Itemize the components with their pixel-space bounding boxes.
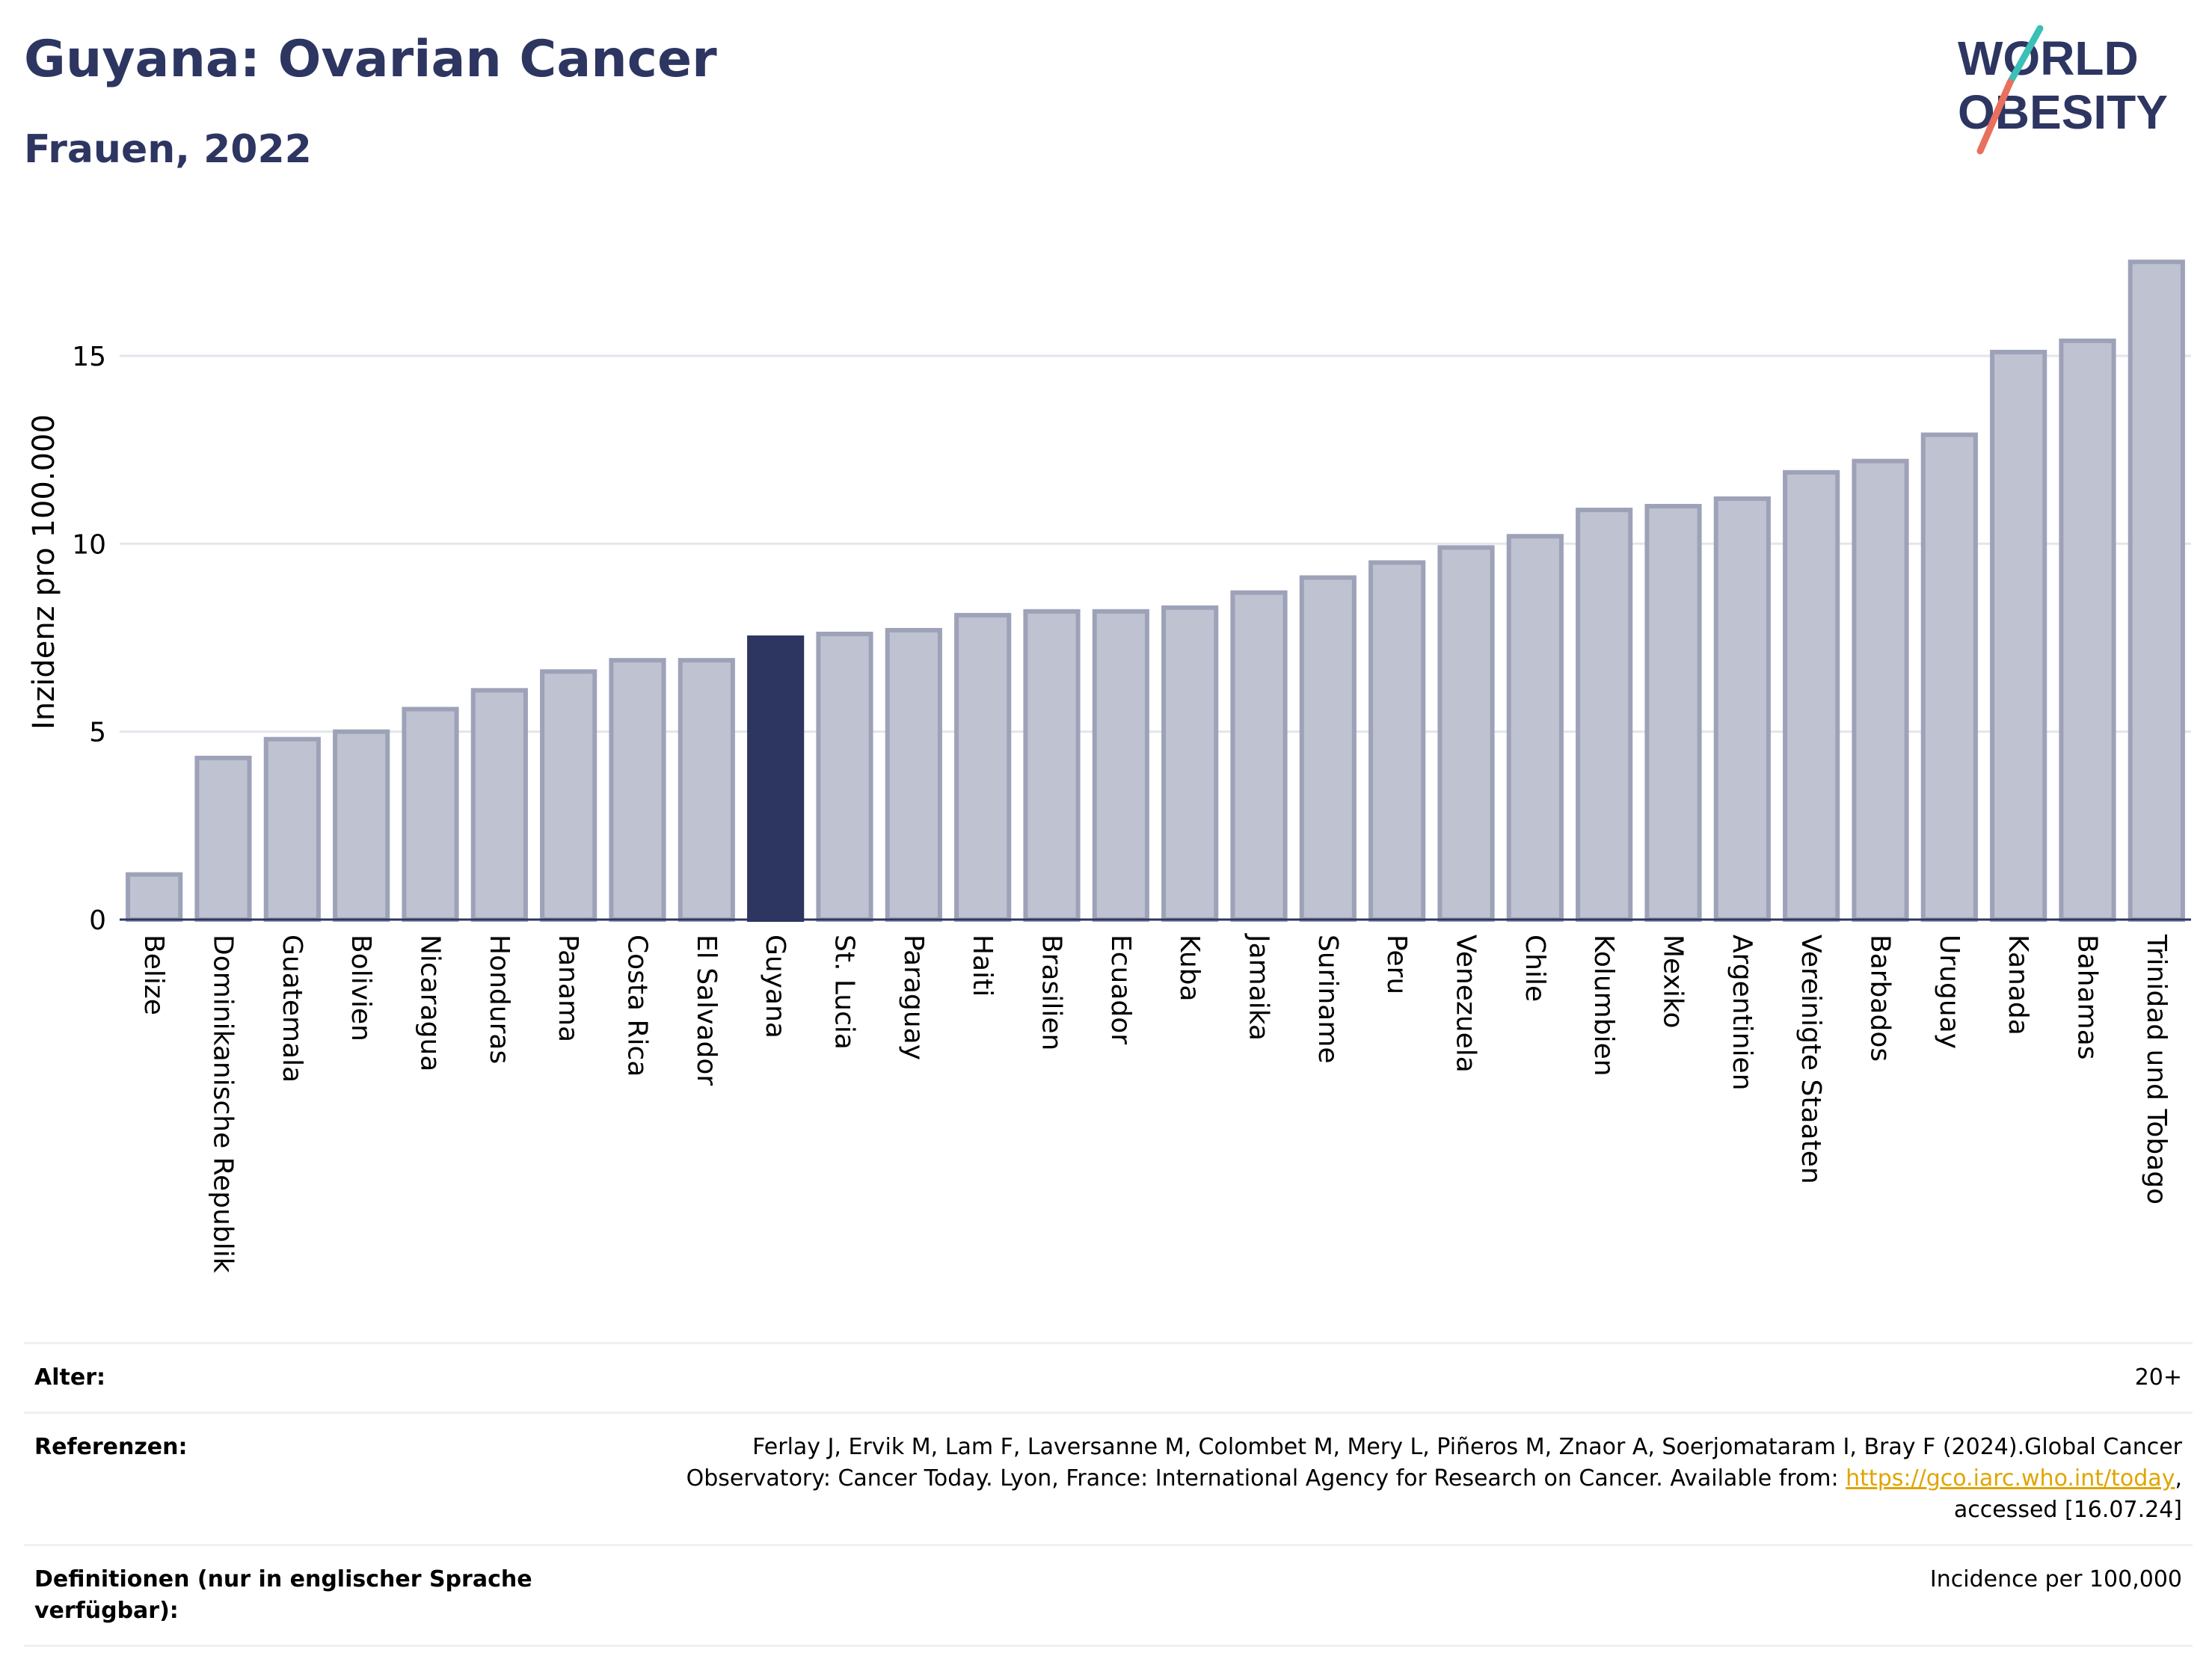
x-tick-label: St. Lucia: [829, 935, 860, 1050]
x-tick-label: Guatemala: [277, 935, 307, 1083]
bar-suriname: [1299, 575, 1357, 922]
x-tick-label: Argentinien: [1727, 935, 1757, 1091]
x-tick-label: Panama: [553, 935, 583, 1042]
x-tick-label: Brasilien: [1036, 935, 1067, 1050]
x-tick-label: Dominikanische Republik: [208, 935, 239, 1273]
metadata-table: Alter: 20+ Referenzen: Ferlay J, Ervik M…: [24, 1342, 2193, 1647]
world-obesity-logo: WORLD OBESITY: [1958, 25, 2168, 155]
age-row: Alter: 20+: [24, 1342, 2193, 1412]
bar-el-salvador: [678, 658, 735, 922]
bar-dominikanische-republik: [194, 755, 252, 922]
bar-uruguay: [1920, 432, 1978, 923]
definitions-value: Incidence per 100,000: [1929, 1566, 2182, 1592]
bar-kanada: [1990, 349, 2047, 922]
y-tick-label: 15: [72, 342, 106, 372]
bar-bahamas: [2059, 338, 2116, 923]
x-tick-label: Kolumbien: [1588, 935, 1619, 1077]
bar-venezuela: [1437, 545, 1495, 922]
x-tick-label: Nicaragua: [415, 935, 446, 1071]
bar-guyana: [747, 635, 805, 922]
references-text: Ferlay J, Ervik M, Lam F, Laversanne M, …: [686, 1434, 2182, 1492]
bar-costa-rica: [609, 658, 666, 922]
x-tick-label: Paraguay: [898, 935, 929, 1060]
bar-honduras: [470, 688, 528, 923]
bar-brasilien: [1023, 609, 1081, 923]
x-tick-label: Costa Rica: [622, 935, 653, 1077]
bar-argentinien: [1713, 496, 1771, 922]
y-axis-label: Inzidenz pro 100.000: [27, 414, 61, 730]
bar-kuba: [1161, 605, 1219, 923]
logo-line1: WORLD: [1958, 31, 2139, 85]
page-title: Guyana: Ovarian Cancer: [24, 30, 717, 89]
bar-trinidad-und-tobago: [2127, 259, 2185, 923]
x-tick-label: Jamaika: [1244, 933, 1274, 1041]
references-accessed: , accessed [16.07.24]: [1953, 1465, 2182, 1523]
logo-slash-bottom: [1976, 79, 2014, 155]
bar-bolivien: [333, 729, 390, 922]
x-tick-label: Bolivien: [345, 935, 376, 1041]
x-tick-label: Peru: [1381, 935, 1412, 994]
x-tick-label: Mexiko: [1658, 935, 1689, 1028]
age-value: 20+: [2134, 1364, 2182, 1391]
x-tick-label: Vereinigte Staaten: [1795, 935, 1826, 1184]
x-tick-label: Trinidad und Tobago: [2141, 934, 2172, 1204]
x-tick-label: Bahamas: [2072, 935, 2103, 1060]
bar-haiti: [954, 612, 1012, 922]
bar-kolumbien: [1576, 508, 1633, 922]
x-tick-label: Suriname: [1312, 935, 1343, 1064]
bar-st-lucia: [816, 631, 873, 922]
x-tick-label: Venezuela: [1451, 935, 1481, 1073]
x-tick-label: Guyana: [760, 935, 790, 1038]
x-tick-label: Chile: [1520, 935, 1550, 1002]
references-row: Referenzen: Ferlay J, Ervik M, Lam F, La…: [24, 1412, 2193, 1544]
page-subtitle: Frauen, 2022: [24, 127, 312, 172]
x-tick-label: Belize: [138, 935, 169, 1015]
definitions-row: Definitionen (nur in englischer Sprache …: [24, 1544, 2193, 1647]
bar-jamaika: [1230, 590, 1288, 922]
age-label: Alter:: [34, 1364, 105, 1391]
x-tick-label: Ecuador: [1105, 935, 1136, 1044]
y-tick-label: 0: [89, 905, 106, 936]
x-tick-label: El Salvador: [691, 935, 722, 1086]
bar-chile: [1506, 534, 1564, 923]
bar-peru: [1368, 560, 1426, 922]
y-tick-label: 10: [72, 529, 106, 560]
x-tick-label: Kanada: [2003, 935, 2033, 1035]
references-label: Referenzen:: [34, 1434, 188, 1460]
bar-chart: 0 5 10 15 Inzidenz pro 100.000 Belize Dominika…: [27, 259, 2191, 1273]
bar-vereinigte-staaten: [1783, 470, 1840, 922]
references-value: Ferlay J, Ervik M, Lam F, Laversanne M, …: [612, 1432, 2182, 1526]
bar-panama: [540, 669, 597, 922]
bar-paraguay: [885, 627, 942, 923]
definitions-label: Definitionen (nur in englischer Sprache …: [34, 1566, 532, 1624]
bar-belize: [126, 872, 183, 922]
x-tick-label: Barbados: [1865, 935, 1896, 1062]
references-link[interactable]: https://gco.iarc.who.int/today: [1846, 1465, 2175, 1492]
bar-ecuador: [1092, 609, 1149, 923]
y-tick-label: 5: [89, 718, 106, 748]
bar-mexiko: [1644, 504, 1702, 922]
bar-nicaragua: [402, 707, 459, 923]
x-tick-label: Kuba: [1174, 935, 1205, 1002]
logo-slash-top: [2006, 25, 2044, 86]
x-tick-label: Honduras: [484, 935, 514, 1064]
bar-barbados: [1852, 458, 1909, 922]
x-tick-label: Haiti: [967, 935, 998, 997]
x-tick-label: Uruguay: [1934, 935, 1964, 1049]
bar-guatemala: [263, 736, 321, 922]
